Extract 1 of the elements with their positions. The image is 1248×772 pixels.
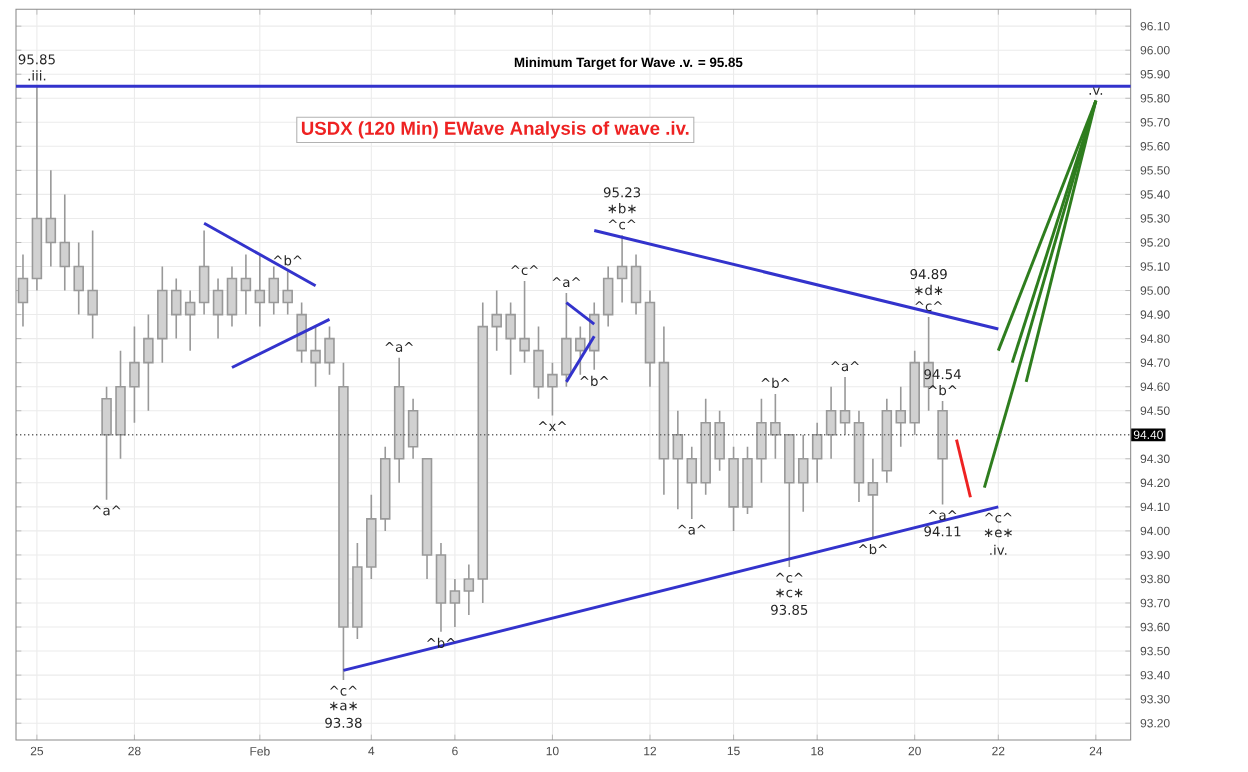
text: USDX (120 Min) EWave Analysis of wave .iv.	[301, 121, 689, 139]
